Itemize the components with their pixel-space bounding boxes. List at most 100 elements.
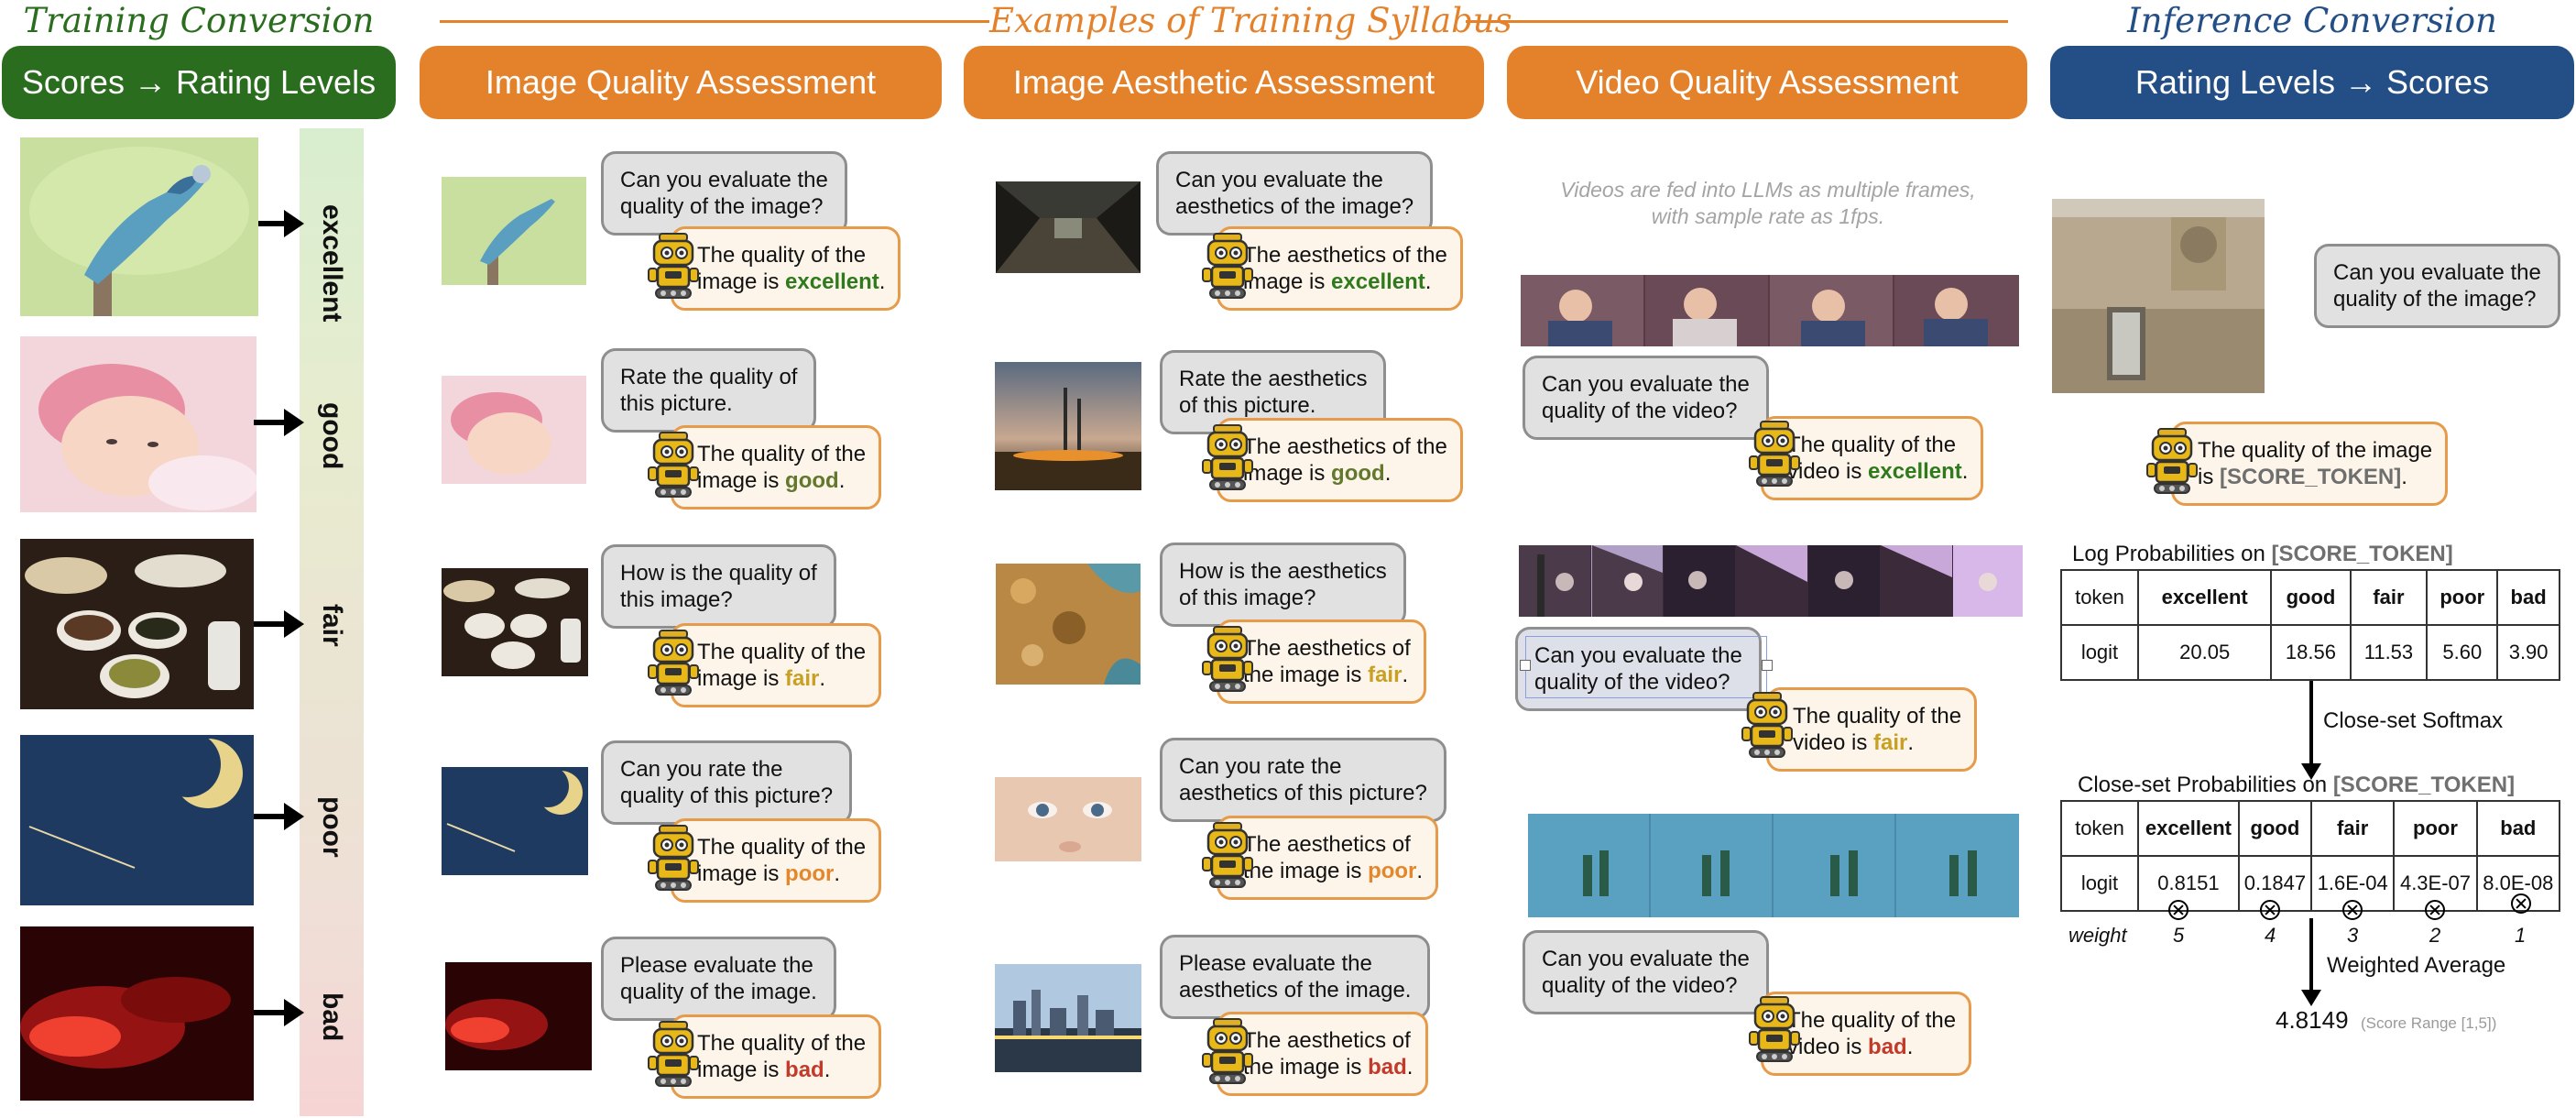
table-header: bad bbox=[2496, 569, 2560, 626]
level-fair: fair bbox=[317, 604, 347, 647]
syllabus-rule-left bbox=[440, 20, 989, 23]
iaa-city-thumb bbox=[995, 964, 1141, 1072]
bird-photo bbox=[20, 137, 258, 316]
log-prob-title: Log Probabilities on [SCORE_TOKEN] bbox=[2072, 542, 2453, 566]
weight-value: 5 bbox=[2173, 924, 2185, 947]
iqa-baby-thumb bbox=[442, 376, 586, 484]
table-header: good bbox=[2237, 800, 2313, 857]
question-bubble-selected[interactable]: Can you evaluate the quality of the video… bbox=[1515, 627, 1762, 711]
resize-handle[interactable] bbox=[1520, 660, 1531, 671]
robot-assistant-icon bbox=[1201, 423, 1254, 491]
answer-bubble: The quality of the image is poor. bbox=[671, 818, 882, 903]
video-frames-strip bbox=[1519, 545, 2023, 617]
table-cell: 5.60 bbox=[2426, 624, 2499, 681]
weighted-average-label: Weighted Average bbox=[2327, 953, 2506, 978]
iqa-food-thumb bbox=[442, 568, 588, 676]
arrow-right-icon bbox=[254, 409, 304, 436]
arrow-right-icon bbox=[254, 999, 304, 1026]
question-bubble: Can you evaluate the aesthetics of the im… bbox=[1156, 151, 1434, 236]
weight-value: 2 bbox=[2429, 924, 2441, 947]
arrow-down-icon bbox=[2301, 918, 2321, 1006]
prob-table: token excellent good fair poor bad logit… bbox=[2060, 800, 2561, 912]
iaa-header: Image Aesthetic Assessment bbox=[964, 46, 1484, 119]
video-frames-strip bbox=[1521, 275, 2019, 346]
building-photo bbox=[2052, 199, 2265, 393]
robot-assistant-icon bbox=[1748, 420, 1801, 488]
robot-assistant-icon bbox=[647, 629, 700, 696]
weight-value: 3 bbox=[2347, 924, 2359, 947]
resize-handle[interactable] bbox=[1762, 660, 1773, 671]
level-gradient-bar bbox=[300, 128, 364, 1116]
table-header: poor bbox=[2393, 800, 2478, 857]
table-cell: 1.6E-04 bbox=[2310, 855, 2396, 912]
iaa-factory-thumb bbox=[995, 362, 1141, 490]
iaa-texture-thumb bbox=[996, 564, 1141, 685]
robot-assistant-icon bbox=[1741, 691, 1794, 759]
robot-assistant-icon bbox=[1201, 1017, 1254, 1085]
answer-bubble: The quality of the image is good. bbox=[671, 425, 882, 510]
iaa-eyes-thumb bbox=[995, 777, 1141, 861]
baby-photo bbox=[20, 336, 257, 512]
robot-assistant-icon bbox=[2145, 427, 2199, 495]
weight-value: 1 bbox=[2515, 924, 2527, 947]
video-frames-strip bbox=[1528, 814, 2019, 917]
multiply-icon bbox=[2511, 893, 2531, 914]
arrow-right-icon bbox=[254, 803, 304, 830]
table-header: excellent bbox=[2137, 800, 2240, 857]
levels-to-scores-header: Rating Levels → Scores bbox=[2050, 46, 2574, 119]
table-row-label: logit bbox=[2060, 855, 2139, 912]
multiply-icon bbox=[2168, 900, 2189, 920]
softmax-label: Close-set Softmax bbox=[2323, 708, 2504, 733]
question-bubble: How is the quality of this image? bbox=[601, 544, 836, 629]
multiply-icon bbox=[2425, 900, 2445, 920]
question-bubble: Can you rate the quality of this picture? bbox=[601, 740, 853, 825]
prob-title: Close-set Probabilities on [SCORE_TOKEN] bbox=[2078, 773, 2516, 797]
question-bubble: Can you evaluate the quality of the video… bbox=[1523, 356, 1769, 440]
arrow-down-icon bbox=[2301, 681, 2321, 780]
score-range-note: (Score Range [1,5]) bbox=[2361, 1014, 2497, 1032]
table-header: bad bbox=[2475, 800, 2561, 857]
log-prob-table: token excellent good fair poor bad logit… bbox=[2060, 569, 2560, 681]
answer-bubble: The quality of the image is fair. bbox=[671, 623, 882, 707]
robot-assistant-icon bbox=[647, 232, 700, 300]
level-poor: poor bbox=[317, 796, 347, 858]
syllabus-rule-right bbox=[1466, 20, 2008, 23]
answer-bubble: The quality of the image is [SCORE_TOKEN]… bbox=[2171, 422, 2449, 506]
syllabus-title: Examples of Training Syllabus bbox=[989, 1, 1512, 40]
level-good: good bbox=[317, 402, 347, 470]
training-conversion-title: Training Conversion bbox=[23, 1, 375, 40]
question-bubble: Can you evaluate the quality of the video… bbox=[1523, 930, 1769, 1014]
table-header: poor bbox=[2426, 569, 2499, 626]
answer-bubble: The aesthetics of the image is bad. bbox=[1217, 1012, 1429, 1096]
table-header: good bbox=[2270, 569, 2352, 626]
arrow-right-icon bbox=[258, 210, 304, 237]
table-header: token bbox=[2060, 569, 2139, 626]
video-sampling-note: Videos are fed into LLMs as multiple fra… bbox=[1560, 178, 1976, 228]
arrow-right-icon bbox=[254, 610, 304, 638]
robot-assistant-icon bbox=[1201, 625, 1254, 693]
iqa-bird-thumb bbox=[442, 177, 586, 285]
vqa-header: Video Quality Assessment bbox=[1507, 46, 2027, 119]
answer-bubble: The quality of the video is fair. bbox=[1766, 687, 1978, 772]
weight-value: 4 bbox=[2265, 924, 2276, 947]
iqa-red-thumb bbox=[445, 962, 592, 1070]
robot-assistant-icon bbox=[1748, 995, 1801, 1063]
answer-bubble: The quality of the image is excellent. bbox=[671, 226, 901, 311]
multiply-icon bbox=[2342, 900, 2363, 920]
scores-to-levels-header: Scores → Rating Levels bbox=[2, 46, 396, 119]
inference-conversion-title: Inference Conversion bbox=[2127, 1, 2497, 40]
robot-assistant-icon bbox=[1201, 821, 1254, 889]
iqa-moon-thumb bbox=[442, 767, 588, 875]
food-photo bbox=[20, 539, 254, 709]
robot-assistant-icon bbox=[647, 431, 700, 499]
answer-bubble: The quality of the image is bad. bbox=[671, 1014, 882, 1099]
level-excellent: excellent bbox=[300, 204, 364, 322]
table-cell: 0.8151 bbox=[2137, 855, 2240, 912]
selection-outline bbox=[1525, 636, 1767, 698]
question-bubble: Can you evaluate the quality of the image… bbox=[2314, 244, 2560, 328]
red-light-photo bbox=[20, 926, 254, 1101]
answer-bubble: The aesthetics of the image is fair. bbox=[1217, 619, 1426, 704]
answer-bubble: The aesthetics of the image is excellent. bbox=[1217, 226, 1463, 311]
question-bubble: Please evaluate the aesthetics of the ima… bbox=[1160, 935, 1431, 1019]
table-header: excellent bbox=[2136, 569, 2273, 626]
